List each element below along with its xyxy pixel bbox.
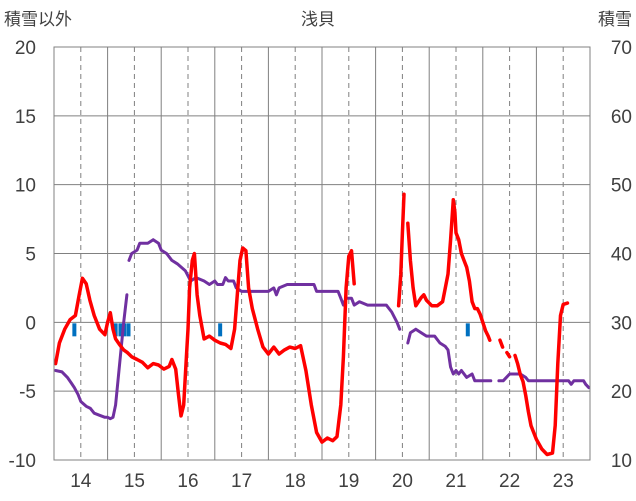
x-tick-label: 20 (392, 471, 413, 492)
chart-title: 浅貝 (301, 10, 335, 30)
temperature-line (513, 301, 570, 457)
precipitation-bar (126, 323, 131, 337)
snow-depth-series (54, 238, 591, 421)
left-tick-label: 10 (15, 176, 36, 197)
left-axis-ticks: 20 15 10 5 0 -5 -10 (9, 38, 36, 472)
x-tick-label: 18 (285, 471, 306, 492)
x-tick-label: 22 (499, 471, 520, 492)
right-axis-ticks: 70 60 50 40 30 20 10 (611, 38, 632, 472)
left-tick-label: 15 (15, 107, 36, 128)
snow-depth-line (127, 238, 402, 331)
precipitation-bar (72, 323, 77, 337)
precipitation-bar (118, 323, 123, 337)
x-tick-label: 15 (124, 471, 145, 492)
right-tick-label: 40 (611, 245, 632, 266)
snow-depth-line (54, 293, 129, 421)
right-axis-label: 積雪 (598, 10, 632, 30)
x-tick-label: 17 (231, 471, 252, 492)
temperature-line (53, 246, 356, 444)
temperature-line (396, 192, 406, 308)
snow-depth-line (497, 372, 591, 390)
left-tick-label: -5 (19, 382, 36, 403)
right-tick-label: 70 (611, 38, 632, 59)
x-tick-label: 23 (553, 471, 574, 492)
x-tick-label: 19 (338, 471, 359, 492)
plot-area-border (53, 46, 591, 461)
precipitation-bar (218, 323, 223, 337)
temperature-line (505, 350, 512, 359)
temperature-line (498, 338, 505, 349)
left-tick-label: 0 (25, 313, 36, 334)
precipitation-bar (113, 323, 118, 337)
right-tick-label: 60 (611, 107, 632, 128)
x-axis-ticks: 14 15 16 17 18 19 20 21 22 23 (70, 471, 574, 492)
temperature-series (53, 192, 570, 457)
x-tick-label: 16 (177, 471, 198, 492)
right-tick-label: 50 (611, 176, 632, 197)
right-tick-label: 10 (611, 451, 632, 472)
temperature-line (406, 198, 492, 342)
gridlines (53, 46, 590, 461)
snow-depth-line (406, 327, 493, 383)
left-axis-label: 積雪以外 (4, 10, 72, 30)
left-tick-label: -10 (9, 451, 36, 472)
x-tick-label: 21 (445, 471, 466, 492)
right-tick-label: 20 (611, 382, 632, 403)
right-tick-label: 30 (611, 313, 632, 334)
left-tick-label: 5 (25, 245, 36, 266)
precipitation-bar (465, 323, 470, 337)
x-tick-label: 14 (70, 471, 92, 492)
left-tick-label: 20 (15, 38, 36, 59)
